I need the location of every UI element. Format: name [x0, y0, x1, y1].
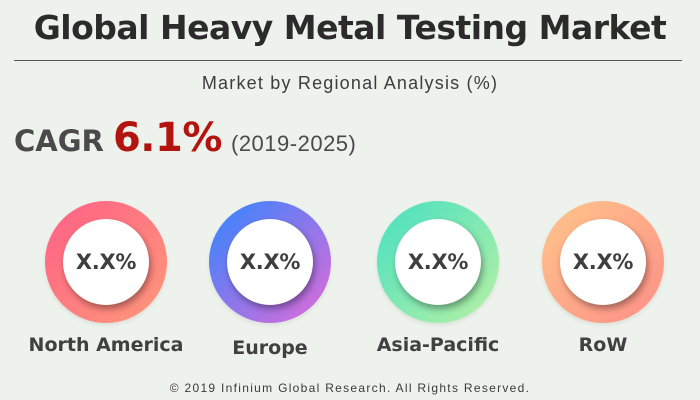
region-label: RoW [578, 334, 628, 356]
region-ring: X.X% [377, 201, 499, 323]
region-value-badge: X.X% [227, 219, 313, 305]
copyright-footer: © 2019 Infinium Global Research. All Rig… [169, 381, 531, 395]
region-value: X.X% [75, 250, 137, 274]
region-ring: X.X% [209, 201, 331, 323]
region-value-badge: X.X% [63, 219, 149, 305]
region-value: X.X% [407, 250, 469, 274]
region-value: X.X% [572, 250, 634, 274]
region-label: North America [28, 334, 184, 356]
page-title: Global Heavy Metal Testing Market [33, 8, 667, 47]
cagr-value: 6.1% [112, 115, 222, 161]
title-divider [14, 60, 682, 61]
region-ring: X.X% [542, 201, 664, 323]
region-ring: X.X% [45, 201, 167, 323]
cagr-label: CAGR [14, 124, 104, 158]
subtitle: Market by Regional Analysis (%) [201, 73, 499, 93]
region-value: X.X% [239, 250, 301, 274]
region-value-badge: X.X% [560, 219, 646, 305]
cagr-block: CAGR 6.1% (2019-2025) [14, 115, 356, 165]
region-label: Europe [232, 337, 308, 359]
region-value-badge: X.X% [395, 219, 481, 305]
cagr-period: (2019-2025) [231, 131, 357, 156]
region-label: Asia-Pacific [376, 334, 500, 356]
